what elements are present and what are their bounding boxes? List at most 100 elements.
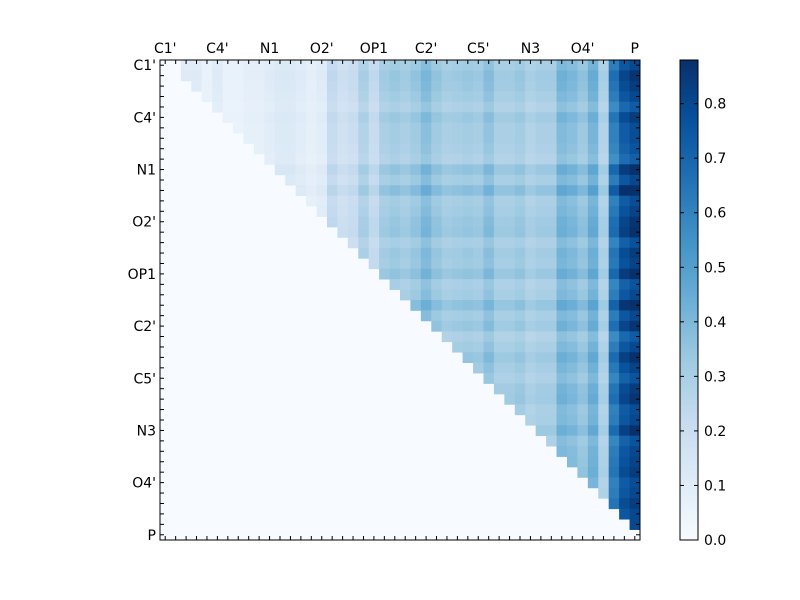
- heatmap-cell: [358, 70, 370, 82]
- heatmap-cell: [347, 112, 359, 123]
- heatmap-cell: [462, 91, 474, 103]
- heatmap-cell: [619, 112, 630, 123]
- heatmap-cell: [347, 195, 359, 207]
- heatmap-cell: [577, 101, 589, 113]
- heatmap-cell: [608, 487, 620, 499]
- heatmap-cell: [608, 268, 620, 280]
- heatmap-cell: [546, 133, 557, 144]
- heatmap-cell: [587, 279, 599, 290]
- heatmap-cell: [306, 101, 317, 113]
- heatmap-cell: [389, 143, 401, 155]
- heatmap-cell: [629, 310, 641, 322]
- heatmap-cell: [285, 122, 297, 134]
- heatmap-cell: [483, 226, 495, 238]
- heatmap-cell: [577, 456, 589, 468]
- heatmap-cell: [379, 216, 390, 228]
- heatmap-cell: [587, 289, 599, 301]
- heatmap-cell: [535, 101, 547, 113]
- heatmap-cell: [514, 70, 526, 82]
- heatmap-cell: [400, 143, 411, 155]
- heatmap-cell: [462, 195, 474, 207]
- heatmap-cell: [546, 425, 557, 437]
- heatmap-cell: [441, 268, 453, 280]
- heatmap-cell: [546, 122, 557, 134]
- heatmap-cell: [493, 268, 505, 280]
- heatmap-cell: [577, 425, 589, 437]
- heatmap-cell: [577, 226, 589, 238]
- heatmap-cell: [629, 185, 641, 197]
- heatmap-cell: [326, 122, 338, 134]
- heatmap-cell: [629, 352, 641, 363]
- heatmap-cell: [587, 404, 599, 416]
- heatmap-cell: [337, 216, 349, 228]
- heatmap-cell: [420, 258, 432, 270]
- heatmap-cell: [525, 373, 537, 384]
- heatmap-cell: [525, 185, 537, 197]
- heatmap-cell: [420, 300, 432, 311]
- heatmap-cell: [598, 153, 610, 165]
- heatmap-cell: [577, 60, 589, 71]
- heatmap-cell: [535, 414, 547, 426]
- heatmap-cell: [598, 143, 610, 155]
- heatmap-cell: [473, 331, 484, 343]
- heatmap-cell: [441, 247, 453, 259]
- heatmap-cell: [379, 70, 390, 82]
- heatmap-cell: [264, 153, 276, 165]
- heatmap-cell: [514, 216, 526, 228]
- heatmap-cell: [473, 195, 484, 207]
- heatmap-cell: [431, 91, 443, 103]
- heatmap-cell: [577, 393, 589, 405]
- heatmap-cell: [295, 122, 307, 134]
- heatmap-cell: [608, 60, 620, 71]
- heatmap-cell: [389, 258, 401, 270]
- heatmap-cell: [441, 80, 453, 92]
- heatmap-cell: [556, 383, 568, 395]
- heatmap-cell: [598, 289, 610, 301]
- heatmap-cell: [483, 164, 495, 176]
- heatmap-cell: [556, 91, 568, 103]
- heatmap-cell: [514, 122, 526, 134]
- heatmap-cell: [504, 352, 516, 363]
- heatmap-cell: [629, 373, 641, 384]
- heatmap-cell: [368, 226, 380, 238]
- heatmap-cell: [473, 247, 484, 259]
- heatmap-cell: [473, 91, 484, 103]
- heatmap-cell: [493, 164, 505, 176]
- heatmap-cell: [514, 174, 526, 186]
- heatmap-cell: [483, 174, 495, 186]
- heatmap-cell: [504, 320, 516, 332]
- heatmap-cell: [431, 310, 443, 322]
- heatmap-cell: [619, 153, 630, 165]
- heatmap-cell: [431, 112, 443, 123]
- heatmap-cell: [535, 80, 547, 92]
- heatmap-cell: [608, 300, 620, 311]
- heatmap-cell: [243, 133, 255, 144]
- heatmap-cell: [598, 70, 610, 82]
- heatmap-cell: [420, 310, 432, 322]
- heatmap-cell: [358, 247, 370, 259]
- heatmap-cell: [410, 185, 422, 197]
- heatmap-cell: [274, 70, 286, 82]
- heatmap-cell: [462, 153, 474, 165]
- heatmap-cell: [493, 226, 505, 238]
- heatmap-cell: [525, 153, 537, 165]
- heatmap-cell: [452, 122, 463, 134]
- heatmap-cell: [493, 258, 505, 270]
- heatmap-cell: [295, 112, 307, 123]
- heatmap-cell: [441, 331, 453, 343]
- heatmap-cell: [337, 112, 349, 123]
- heatmap-cell: [629, 300, 641, 311]
- heatmap-cell: [420, 60, 432, 71]
- heatmap-cell: [525, 133, 537, 144]
- heatmap-cell: [504, 216, 516, 228]
- heatmap-cell: [410, 164, 422, 176]
- heatmap-cell: [212, 70, 223, 82]
- heatmap-cell: [577, 122, 589, 134]
- heatmap-cell: [546, 393, 557, 405]
- heatmap-cell: [608, 393, 620, 405]
- heatmap-cell: [295, 153, 307, 165]
- heatmap-cell: [347, 70, 359, 82]
- heatmap-cell: [629, 226, 641, 238]
- heatmap-cell: [410, 70, 422, 82]
- heatmap-cell: [556, 174, 568, 186]
